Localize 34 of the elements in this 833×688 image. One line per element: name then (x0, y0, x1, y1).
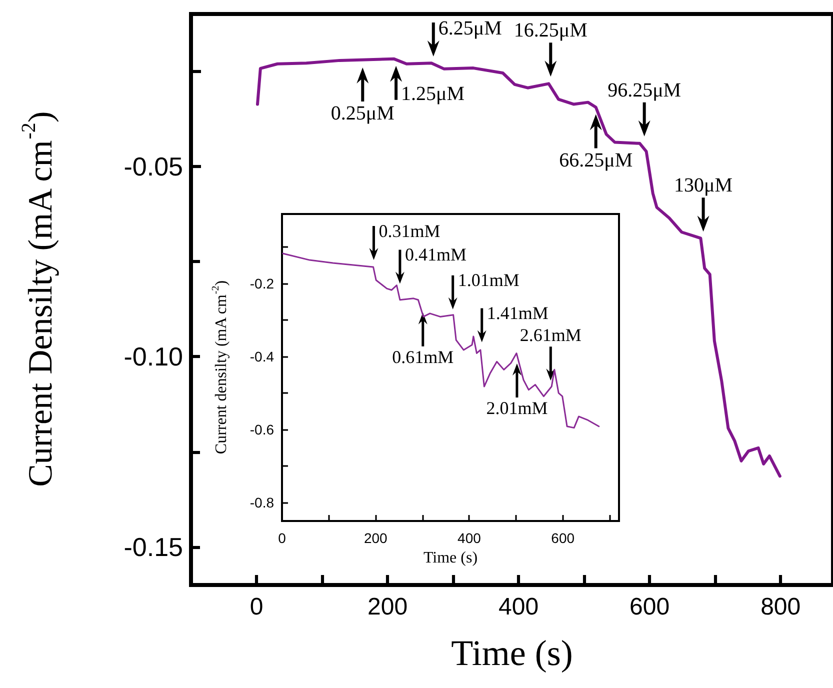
y-axis-title: Current densilty (mA cm-2) (210, 280, 230, 454)
y-tick-label: -0.05 (124, 151, 183, 182)
annotation: 6.25μM (438, 17, 502, 40)
annotation: 1.25μM (401, 82, 465, 105)
y-tick-label: -0.2 (250, 275, 274, 292)
annotation: 0.25μM (330, 102, 395, 124)
x-axis-title: Time (s) (451, 633, 573, 673)
annotation: 1.01mM (458, 270, 520, 290)
x-tick-label: 600 (551, 530, 575, 546)
x-tick-label: 800 (760, 594, 801, 620)
y-tick-label: -0.15 (124, 532, 183, 562)
annotation: 16.25μM (514, 20, 588, 42)
x-tick-label: 0 (250, 594, 264, 620)
y-tick-label: -0.6 (250, 422, 274, 438)
annotation: 2.01mM (486, 398, 548, 418)
x-tick-label: 400 (498, 594, 539, 620)
annotation: 0.61mM (392, 346, 454, 367)
annotation: 2.61mM (520, 325, 582, 345)
annotation: 0.41mM (404, 244, 466, 265)
x-tick-label: 400 (458, 530, 482, 546)
y-tick-label: -0.10 (124, 342, 183, 372)
x-axis-title: Time (s) (423, 549, 478, 566)
annotation: 130μM (674, 174, 733, 197)
y-tick-label: -0.4 (250, 348, 274, 365)
y-tick-label: -0.8 (250, 494, 274, 511)
x-tick-label: 200 (368, 594, 408, 620)
annotation: 96.25μM (608, 79, 682, 102)
x-tick-label: 600 (630, 594, 670, 620)
y-axis-title: Current Densilty (mA cm-2) (18, 111, 60, 487)
annotation: 66.25μM (559, 149, 633, 172)
x-tick-label: 200 (364, 530, 388, 546)
x-tick-label: 0 (278, 530, 286, 546)
annotation: 0.31mM (378, 220, 440, 241)
annotation: 1.41mM (486, 303, 548, 324)
